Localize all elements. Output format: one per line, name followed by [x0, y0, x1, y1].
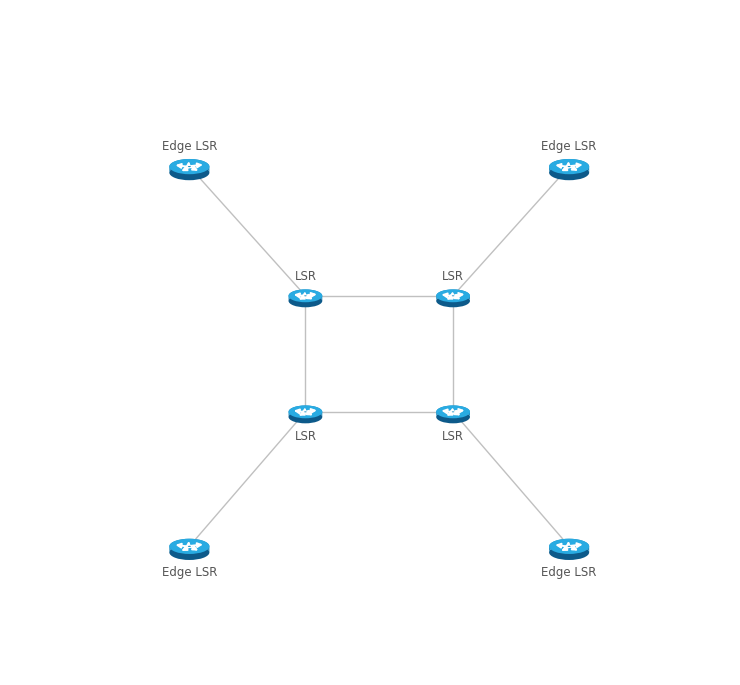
- Text: Edge LSR: Edge LSR: [161, 566, 217, 580]
- Ellipse shape: [549, 165, 589, 180]
- Text: Edge LSR: Edge LSR: [542, 566, 597, 580]
- Ellipse shape: [169, 545, 209, 560]
- Polygon shape: [436, 290, 470, 301]
- Ellipse shape: [169, 538, 209, 554]
- Ellipse shape: [549, 545, 589, 560]
- Polygon shape: [169, 538, 209, 552]
- Ellipse shape: [188, 546, 191, 547]
- Ellipse shape: [436, 406, 470, 419]
- Ellipse shape: [304, 295, 306, 297]
- Ellipse shape: [169, 159, 209, 174]
- Ellipse shape: [289, 295, 323, 308]
- Polygon shape: [549, 538, 589, 552]
- Ellipse shape: [436, 295, 470, 308]
- Text: LSR: LSR: [442, 429, 464, 443]
- Polygon shape: [549, 159, 589, 173]
- Text: LSR: LSR: [295, 270, 317, 283]
- Ellipse shape: [568, 166, 571, 167]
- Ellipse shape: [568, 546, 571, 547]
- Ellipse shape: [169, 165, 209, 180]
- Polygon shape: [289, 290, 323, 301]
- Polygon shape: [169, 159, 209, 173]
- Ellipse shape: [289, 406, 323, 419]
- Text: LSR: LSR: [442, 270, 464, 283]
- Ellipse shape: [549, 159, 589, 174]
- Ellipse shape: [188, 166, 191, 167]
- Ellipse shape: [289, 289, 323, 302]
- Polygon shape: [289, 406, 323, 417]
- Text: Edge LSR: Edge LSR: [161, 140, 217, 153]
- Ellipse shape: [549, 538, 589, 554]
- Ellipse shape: [436, 410, 470, 423]
- Polygon shape: [436, 406, 470, 417]
- Text: Edge LSR: Edge LSR: [542, 140, 597, 153]
- Ellipse shape: [436, 289, 470, 302]
- Ellipse shape: [289, 410, 323, 423]
- Ellipse shape: [452, 295, 454, 297]
- Text: LSR: LSR: [295, 429, 317, 443]
